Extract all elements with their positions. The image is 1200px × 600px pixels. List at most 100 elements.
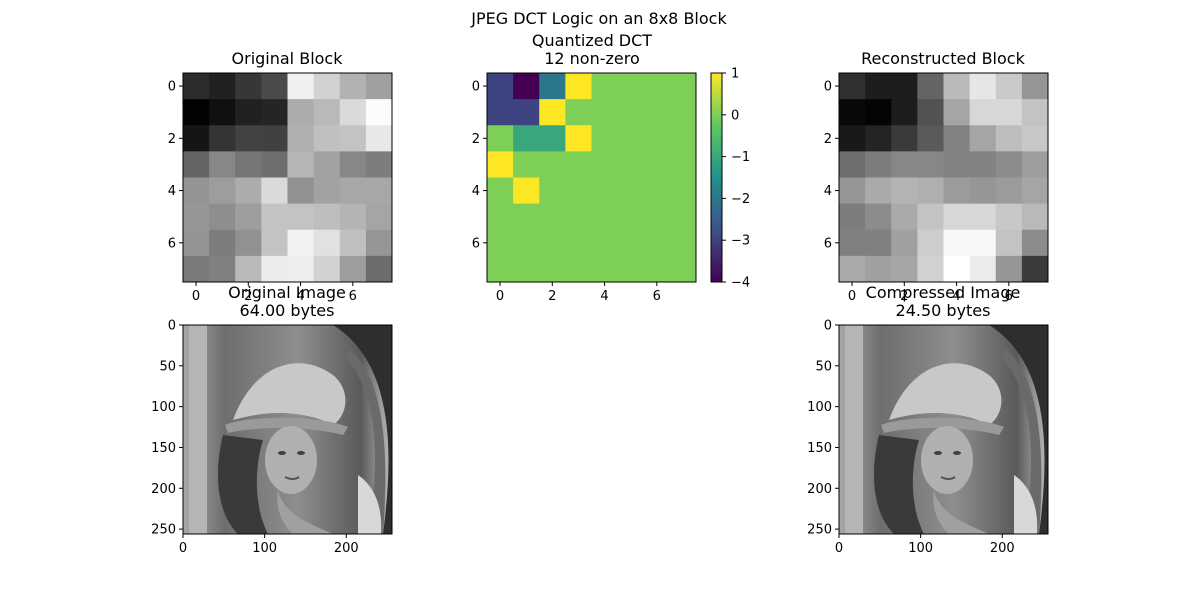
heatmap-cell [487,99,514,126]
original-image-title: Original Image [228,283,346,302]
heatmap-cell [339,99,367,126]
original-image-ticks: 0 100 200 0 50 100 150 200 250 [151,319,359,557]
heatmap-cell [591,255,619,283]
original-image-panel: Original Image 64.00 bytes 0 100 200 0 50 100… [151,283,393,557]
y-tick-label: 4 [472,184,480,199]
heatmap-cell [261,203,288,231]
heatmap-cell [643,177,671,205]
y-tick-label: 0 [168,80,176,95]
heatmap-cell [235,229,262,257]
heatmap-cell [565,203,592,231]
heatmap-cell [643,255,671,283]
heatmap-cell [565,151,592,178]
heatmap-cell [865,177,892,205]
heatmap-cell [917,255,944,283]
heatmap-cell [287,203,315,231]
y-tick-label: 100 [807,400,832,415]
heatmap-cell [339,229,367,257]
heatmap-cell [865,203,892,231]
heatmap-cell [261,99,288,126]
heatmap-cell [891,177,918,205]
reconstructed-block-title: Reconstructed Block [861,49,1025,68]
heatmap-cell [995,229,1023,257]
heatmap-cell [313,73,341,100]
quantized-dct-ticks: 0 2 4 6 0 2 4 6 [472,80,661,304]
heatmap-cell [995,99,1023,126]
heatmap-cell [565,229,592,257]
heatmap-cell [1021,255,1049,283]
heatmap-cell [287,73,315,100]
compressed-image-title: Compressed Image [866,283,1021,302]
reconstructed-block-frame [838,72,1049,283]
x-tick-label: 100 [252,541,277,556]
x-tick-label: 200 [334,541,359,556]
heatmap-cell [287,229,315,257]
heatmap-cell [235,255,262,283]
heatmap-cell [917,125,944,152]
heatmap-cell [565,255,592,283]
heatmap-cell [917,203,944,231]
heatmap-cell [917,229,944,257]
heatmap-cell [539,177,566,205]
heatmap-cell [669,99,697,126]
x-tick-label: 6 [653,289,661,304]
heatmap-cell [669,255,697,283]
heatmap-cell [943,255,971,283]
original-image-subtitle: 64.00 bytes [240,301,335,320]
heatmap-cell [617,125,645,152]
heatmap-cell [969,125,997,152]
heatmap-cell [865,151,892,178]
heatmap-cell [891,229,918,257]
colorbar-tick-label: −4 [731,276,750,291]
heatmap-cell [839,203,866,231]
heatmap-cell [513,151,540,178]
heatmap-cell [591,99,619,126]
colorbar-tick-label: −3 [731,234,750,249]
y-tick-label: 2 [168,132,176,147]
x-tick-label: 200 [990,541,1015,556]
heatmap-cell [487,203,514,231]
colorbar-tick-label: −1 [731,150,750,165]
heatmap-cell [865,99,892,126]
heatmap-cell [487,255,514,283]
heatmap-cell [183,125,210,152]
compressed-image-photo [839,325,1048,534]
heatmap-cell [643,99,671,126]
heatmap-cell [839,255,866,283]
heatmap-cell [287,255,315,283]
heatmap-cell [539,255,566,283]
quantized-dct-cells [487,73,697,283]
x-tick-label: 6 [1005,289,1013,304]
x-tick-label: 6 [349,289,357,304]
heatmap-cell [1021,73,1049,100]
y-tick-label: 0 [168,319,176,334]
heatmap-cell [365,151,393,178]
heatmap-cell [995,125,1023,152]
heatmap-cell [565,73,592,100]
original-block-ticks: 0 2 4 6 0 2 4 6 [168,80,357,304]
heatmap-cell [839,73,866,100]
colorbar-tick-label: 0 [731,108,739,123]
heatmap-cell [917,177,944,205]
heatmap-cell [287,125,315,152]
x-tick-label: 4 [952,289,960,304]
heatmap-cell [669,73,697,100]
heatmap-cell [591,125,619,152]
heatmap-cell [969,99,997,126]
heatmap-cell [287,99,315,126]
x-tick-label: 4 [296,289,304,304]
heatmap-cell [839,151,866,178]
x-tick-label: 2 [900,289,908,304]
heatmap-cell [591,151,619,178]
heatmap-cell [865,125,892,152]
heatmap-cell [669,203,697,231]
heatmap-cell [943,229,971,257]
heatmap-cell [513,177,540,205]
heatmap-cell [365,125,393,152]
y-tick-label: 0 [824,319,832,334]
heatmap-cell [313,203,341,231]
heatmap-cell [287,151,315,178]
heatmap-cell [891,151,918,178]
original-block-panel: Original Block 0 2 4 6 0 2 4 6 [168,49,393,304]
